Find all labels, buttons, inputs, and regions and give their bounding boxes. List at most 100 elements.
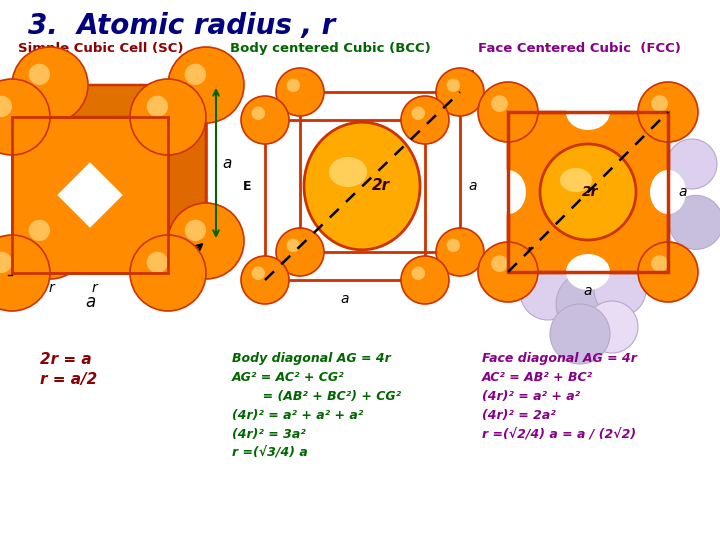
Circle shape [638, 242, 698, 302]
Circle shape [401, 96, 449, 144]
Text: (4r)² = 3a²: (4r)² = 3a² [232, 428, 306, 441]
Polygon shape [12, 117, 168, 273]
Circle shape [412, 106, 425, 120]
Text: (4r)² = a² + a² + a²: (4r)² = a² + a² + a² [232, 409, 364, 422]
Text: Face diagonal AG = 4r: Face diagonal AG = 4r [482, 352, 637, 365]
Circle shape [130, 79, 206, 155]
Polygon shape [58, 162, 122, 228]
Circle shape [491, 95, 508, 112]
Circle shape [667, 139, 717, 189]
Circle shape [651, 255, 668, 272]
Text: Simple Cubic Cell (SC): Simple Cubic Cell (SC) [18, 42, 184, 55]
Ellipse shape [490, 170, 526, 214]
Circle shape [251, 267, 265, 280]
Polygon shape [50, 85, 206, 241]
Circle shape [168, 47, 244, 123]
Circle shape [594, 264, 646, 316]
Circle shape [185, 64, 206, 85]
Text: a: a [584, 284, 593, 298]
Circle shape [29, 64, 50, 85]
Text: 3.  Atomic radius , r: 3. Atomic radius , r [28, 12, 336, 40]
Text: a: a [195, 261, 204, 276]
Text: C: C [674, 91, 683, 104]
Text: r: r [527, 244, 533, 256]
Circle shape [0, 235, 50, 311]
Circle shape [287, 239, 300, 252]
Polygon shape [168, 85, 206, 273]
Text: F: F [364, 136, 372, 148]
Circle shape [0, 252, 12, 273]
Circle shape [12, 47, 88, 123]
Text: a: a [222, 156, 231, 171]
Text: B: B [424, 290, 433, 303]
Text: (4r)² = 2a²: (4r)² = 2a² [482, 409, 556, 422]
Text: H: H [293, 69, 303, 82]
Circle shape [185, 220, 206, 241]
Circle shape [29, 220, 50, 241]
Circle shape [556, 272, 620, 336]
Circle shape [287, 78, 300, 92]
Circle shape [550, 304, 610, 364]
Circle shape [168, 203, 244, 279]
Ellipse shape [566, 254, 610, 290]
Polygon shape [12, 85, 206, 117]
Text: AG² = AC² + CG²: AG² = AC² + CG² [232, 371, 345, 384]
Text: 2r: 2r [372, 179, 390, 193]
Circle shape [446, 239, 460, 252]
Text: a: a [341, 292, 349, 306]
Text: AC² = AB² + BC²: AC² = AB² + BC² [482, 371, 593, 384]
Circle shape [147, 96, 168, 117]
Circle shape [651, 95, 668, 112]
Text: G: G [464, 69, 474, 82]
Text: Body centered Cubic (BCC): Body centered Cubic (BCC) [230, 42, 431, 55]
Text: A: A [254, 290, 264, 303]
Text: r: r [48, 281, 54, 295]
Circle shape [0, 79, 50, 155]
Circle shape [241, 256, 289, 304]
Circle shape [478, 242, 538, 302]
Text: r: r [91, 281, 96, 295]
Text: a: a [468, 179, 477, 193]
Text: r = a/2: r = a/2 [40, 372, 97, 387]
Circle shape [276, 228, 324, 276]
Text: r =(√3/4) a: r =(√3/4) a [232, 447, 307, 460]
Text: Body diagonal AG = 4r: Body diagonal AG = 4r [232, 352, 391, 365]
Circle shape [251, 106, 265, 120]
Circle shape [669, 195, 720, 249]
Ellipse shape [566, 94, 610, 130]
Circle shape [12, 203, 88, 279]
Text: r =(√2/4) a = a / (2√2): r =(√2/4) a = a / (2√2) [482, 428, 636, 441]
Polygon shape [556, 160, 620, 224]
Text: B: B [674, 280, 683, 293]
Circle shape [446, 78, 460, 92]
Ellipse shape [650, 170, 686, 214]
Text: A: A [490, 280, 500, 293]
Text: a: a [678, 185, 686, 199]
Text: a: a [468, 260, 477, 274]
Text: r: r [276, 255, 282, 268]
Ellipse shape [560, 168, 592, 192]
Polygon shape [508, 112, 668, 272]
Circle shape [436, 228, 484, 276]
Text: r: r [649, 122, 655, 134]
Text: 2r = a: 2r = a [40, 352, 91, 367]
Text: 2r: 2r [582, 185, 598, 199]
Ellipse shape [304, 122, 420, 250]
Circle shape [401, 256, 449, 304]
Circle shape [586, 301, 638, 353]
Text: r: r [443, 99, 449, 112]
Circle shape [491, 255, 508, 272]
Circle shape [0, 96, 12, 117]
Text: a: a [85, 293, 95, 311]
Text: Face Centered Cubic  (FCC): Face Centered Cubic (FCC) [478, 42, 681, 55]
Text: D: D [490, 91, 500, 104]
Ellipse shape [329, 157, 367, 187]
Text: = (AB² + BC²) + CG²: = (AB² + BC²) + CG² [232, 390, 401, 403]
Circle shape [130, 235, 206, 311]
Circle shape [276, 68, 324, 116]
Circle shape [520, 264, 576, 320]
Text: E: E [243, 179, 251, 192]
Circle shape [638, 82, 698, 142]
Circle shape [540, 144, 636, 240]
Circle shape [147, 252, 168, 273]
